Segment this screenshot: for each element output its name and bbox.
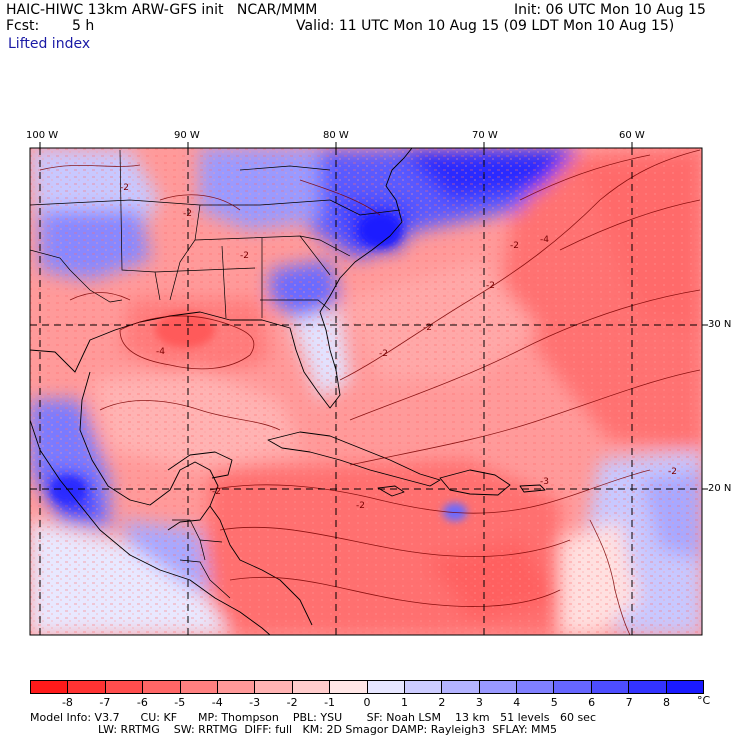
colorbar-label: 1 [400,696,408,709]
colorbar-swatch [404,681,443,693]
colorbar-label: -6 [136,696,148,709]
colorbar-label: -5 [174,696,186,709]
colorbar-swatch [105,681,144,693]
colorbar-unit: °C [697,694,711,707]
contour-label: -4 [156,347,165,357]
lon-label-80w: 80 W [323,130,349,141]
colorbar [30,680,704,694]
colorbar-swatch [217,681,256,693]
colorbar-label: 6 [588,696,596,709]
colorbar-label: -7 [99,696,111,709]
colorbar-swatch [666,681,704,693]
colorbar-swatch [292,681,331,693]
contour-label: -2 [486,281,495,291]
colorbar-swatch [68,681,106,693]
colorbar-swatch [31,681,69,693]
contour-label: -2 [668,467,677,477]
contour-label: -2 [240,251,249,261]
colorbar-swatch [143,681,181,693]
contour-label: -2 [423,323,432,333]
lon-label-60w: 60 W [619,130,645,141]
contour-label: -2 [212,487,221,497]
colorbar-swatch [255,681,293,693]
lon-label-90w: 90 W [174,130,200,141]
valid-time: Valid: 11 UTC Mon 10 Aug 15 (09 LDT Mon … [296,18,675,34]
colorbar-swatch [629,681,667,693]
contour-label: -2 [379,349,388,359]
colorbar-swatch [180,681,218,693]
colorbar-label: -8 [61,696,73,709]
colorbar-label: -3 [249,696,261,709]
colorbar-label: -1 [324,696,336,709]
model-title: HAIC-HIWC 13km ARW-GFS init NCAR/MMM [6,2,318,18]
colorbar-label: 8 [663,696,671,709]
forecast-label: Fcst: [6,18,40,34]
colorbar-swatch [442,681,480,693]
colorbar-label: 2 [438,696,446,709]
colorbar-swatch [330,681,368,693]
colorbar-label: 7 [625,696,633,709]
colorbar-swatch [591,681,630,693]
init-time: Init: 06 UTC Mon 10 Aug 15 [514,2,706,18]
forecast-hour: 5 h [72,18,95,34]
lon-label-70w: 70 W [472,130,498,141]
colorbar-swatch [517,681,555,693]
lat-label-30n: 30 N [708,319,732,330]
colorbar-swatch [479,681,518,693]
colorbar-label: 3 [475,696,483,709]
contour-label: -2 [120,183,129,193]
contour-label: -4 [540,235,549,245]
colorbar-label: 4 [513,696,521,709]
colorbar-label: -2 [286,696,298,709]
contour-label: -2 [356,501,365,511]
colorbar-label: 5 [550,696,558,709]
colorbar-swatch [367,681,405,693]
model-info-line1: Model Info: V3.7 CU: KF MP: Thompson PBL… [30,711,596,724]
contour-label: -2 [183,209,192,219]
colorbar-label: 0 [363,696,371,709]
field-name: Lifted index [8,36,91,52]
colorbar-label: -4 [211,696,223,709]
colorbar-swatch [554,681,592,693]
contour-label: -3 [540,477,549,487]
lat-label-20n: 20 N [708,483,732,494]
model-info-line2: LW: RRTMG SW: RRTMG DIFF: full KM: 2D Sm… [98,723,558,736]
contour-label: -2 [510,241,519,251]
lon-label-100w: 100 W [26,130,59,141]
